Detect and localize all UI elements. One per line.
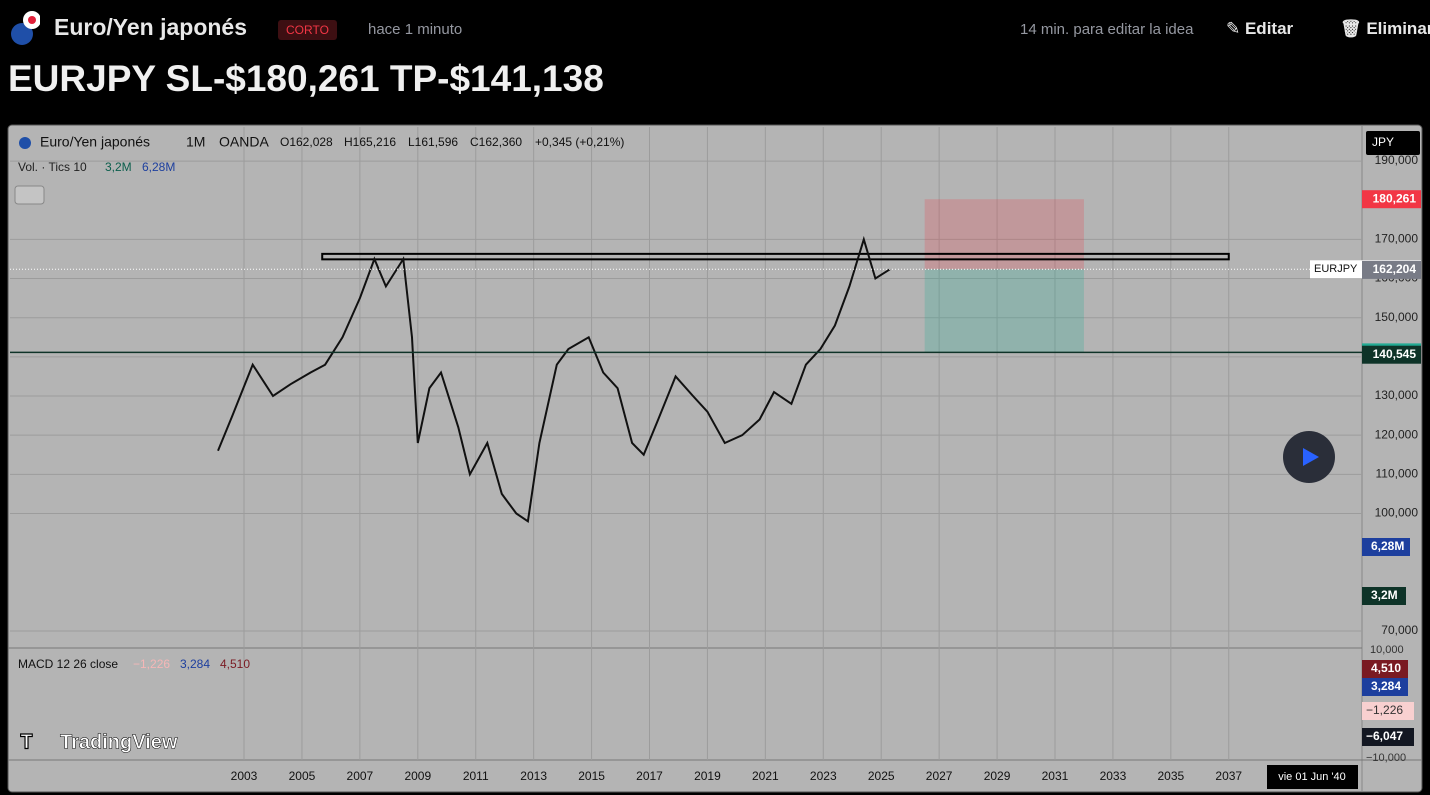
price-badge: [1362, 260, 1421, 279]
legend-close: C162,360: [470, 135, 522, 149]
volume-long: 6,28M: [142, 160, 175, 174]
legend-interval: 1M: [186, 134, 205, 150]
x-tick-label: 2025: [868, 769, 895, 783]
price-line: [217, 235, 891, 524]
volume-short: 3,2M: [105, 160, 132, 174]
x-tick-label: 2033: [1100, 769, 1127, 783]
play-icon[interactable]: [1303, 448, 1319, 466]
edit-button[interactable]: ✎ Editar: [1226, 19, 1294, 38]
x-tick-label: 2007: [347, 769, 374, 783]
badge: [1362, 702, 1414, 720]
y-tick-label: 100,000: [1375, 506, 1419, 520]
badge: [1362, 660, 1408, 678]
badge-text: 3,284: [1371, 679, 1401, 693]
x-tick-label: 2017: [636, 769, 663, 783]
edit-label[interactable]: Editar: [1244, 19, 1294, 38]
watermark-text: TradingView: [60, 731, 178, 753]
price-badge: [1362, 190, 1421, 209]
x-tick-label: 2009: [404, 769, 431, 783]
macd-value: 3,284: [180, 657, 210, 671]
y-tick-label: 150,000: [1375, 310, 1419, 324]
badge: [1362, 538, 1410, 556]
legend-open: O162,028: [280, 135, 333, 149]
badge-text: 3,2M: [1371, 588, 1398, 602]
y-tick-label: 110,000: [1376, 466, 1419, 480]
crosshair-date: vie 01 Jun '40: [1278, 771, 1346, 783]
stop-zone: [924, 199, 1084, 270]
y-tick-label: 120,000: [1375, 427, 1419, 441]
idea-title: EURJPY SL-$180,261 TP-$141,138: [8, 58, 604, 99]
currency-box[interactable]: [1366, 131, 1420, 155]
x-tick-label: 2037: [1215, 769, 1242, 783]
x-tick-label: 2011: [463, 769, 489, 783]
macd-hist: −1,226: [133, 657, 170, 671]
delete-button[interactable]: 🗑 Eliminar: [1340, 19, 1430, 39]
x-tick-label: 2005: [289, 769, 316, 783]
x-tick-label: 2035: [1157, 769, 1184, 783]
macd-name: MACD 12 26 close: [18, 657, 118, 671]
x-tick-label: 2031: [1042, 769, 1069, 783]
x-tick-label: 2021: [752, 769, 779, 783]
price-badge-text: 140,545: [1373, 347, 1417, 361]
current-tag-box: [1310, 260, 1362, 279]
x-tick-label: 2015: [578, 769, 605, 783]
y-tick-label: 190,000: [1375, 153, 1419, 167]
badge: [1362, 678, 1408, 696]
badge: [1362, 587, 1406, 605]
current-tag: EURJPY: [1314, 263, 1358, 275]
price-badge-text: 162,204: [1373, 262, 1417, 276]
badge-text: 4,510: [1371, 661, 1401, 675]
symbol-icon: [11, 11, 40, 45]
header: Euro/Yen japonés CORTO hace 1 minuto 14 …: [0, 0, 1430, 120]
chart-frame: [7, 124, 1423, 793]
post-time: hace 1 minuto: [368, 21, 463, 38]
macd-axis-label: −10,000: [1366, 752, 1406, 764]
legend-low: L161,596: [408, 135, 458, 149]
watermark: 𝐓: [20, 731, 33, 753]
x-tick-label: 2013: [520, 769, 547, 783]
price-badge-text: 180,261: [1373, 191, 1417, 205]
legend-icon: [19, 137, 31, 149]
grid: 70,000100,000110,000120,000130,000140,00…: [10, 127, 1418, 783]
currency[interactable]: JPY: [1372, 135, 1394, 149]
edit-note: 14 min. para editar la idea: [1020, 21, 1194, 38]
crosshair-date-box: [1267, 765, 1358, 789]
badge-text: −1,226: [1366, 703, 1403, 717]
price-badge: [1362, 345, 1421, 364]
macd-axis-label: 10,000: [1370, 644, 1404, 656]
x-tick-label: 2027: [926, 769, 953, 783]
volume-name: Vol. · Tics 10: [18, 160, 87, 174]
badge: [1362, 728, 1414, 746]
y-tick-label: 70,000: [1381, 623, 1418, 637]
x-tick-label: 2029: [984, 769, 1011, 783]
y-tick-label: 130,000: [1375, 388, 1419, 402]
target-zone: [924, 269, 1084, 353]
direction-badge: CORTO: [278, 20, 337, 40]
legend-symbol[interactable]: Euro/Yen japonés: [40, 134, 150, 150]
delete-label[interactable]: Eliminar: [1366, 19, 1430, 38]
macd-signal: 4,510: [220, 657, 250, 671]
x-tick-label: 2003: [231, 769, 258, 783]
x-tick-label: 2019: [694, 769, 721, 783]
legend-exchange: OANDA: [219, 134, 269, 150]
badge-text: 6,28M: [1371, 539, 1404, 553]
x-tick-label: 2023: [810, 769, 837, 783]
legend-high: H165,216: [344, 135, 396, 149]
resistance-box: [321, 252, 1230, 261]
symbol-name[interactable]: Euro/Yen japonés: [54, 14, 247, 40]
collapse-button[interactable]: [14, 185, 45, 205]
legend-change: +0,345 (+0,21%): [535, 135, 624, 149]
marks: 180,261EURJPY162,360162,204141,138140,54…: [10, 190, 1421, 524]
y-tick-label: 170,000: [1375, 232, 1419, 246]
badge-text: −6,047: [1366, 729, 1403, 743]
